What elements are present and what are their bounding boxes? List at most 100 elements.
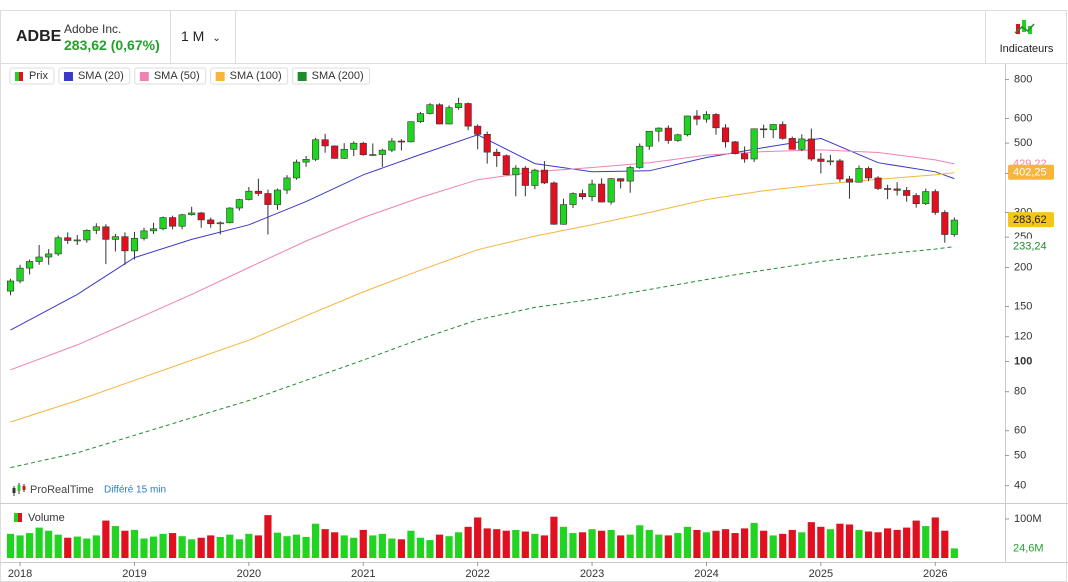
sma-line <box>10 172 955 423</box>
volume-bar <box>683 526 691 558</box>
legend-label: Prix <box>29 70 48 82</box>
candle-body <box>378 149 386 155</box>
volume-bar <box>483 528 491 558</box>
candle-body <box>588 183 596 197</box>
candle-body <box>884 188 892 190</box>
candle-body <box>607 178 615 203</box>
volume-bar <box>559 526 568 558</box>
legend-icon <box>297 72 307 81</box>
indicator-icon[interactable] <box>1014 20 1035 34</box>
y-tick-label: 60 <box>1014 425 1026 437</box>
volume-bar <box>378 533 386 558</box>
volume-bar <box>588 529 596 558</box>
volume-bar <box>35 527 43 558</box>
candle-body <box>664 127 672 141</box>
volume-bar <box>540 535 548 558</box>
volume-legend-label: Volume <box>28 512 65 524</box>
volume-bar <box>779 533 787 558</box>
y-tick-label: 50 <box>1014 449 1026 461</box>
volume-bar <box>607 529 615 558</box>
candle-body <box>845 178 854 183</box>
legend-icon <box>19 72 23 81</box>
volume-bar <box>245 533 253 558</box>
candle-body <box>540 169 548 184</box>
sma-line <box>10 246 955 469</box>
candle-body <box>702 114 711 120</box>
volume-bar <box>121 530 129 558</box>
candle-body <box>521 167 529 186</box>
legend-item: SMA (200) <box>292 67 371 85</box>
volume-legend-icon <box>14 513 18 522</box>
volume-bar <box>16 535 24 558</box>
last-value-label: 233,24 <box>1013 241 1047 253</box>
volume-bar <box>845 524 854 558</box>
candle-body <box>779 124 787 139</box>
x-tick-label: 2025 <box>809 568 833 580</box>
x-tick-label: 2019 <box>122 568 146 580</box>
y-tick-label: 500 <box>1014 137 1032 149</box>
plot <box>6 97 958 469</box>
volume-bar <box>617 535 625 558</box>
candle-body <box>483 133 491 153</box>
volume-bar <box>130 529 139 558</box>
volume-bar <box>864 531 873 558</box>
volume-bar <box>302 536 310 558</box>
candle-body <box>312 139 320 160</box>
candle-body <box>235 199 243 209</box>
volume-bar <box>149 536 158 558</box>
candle-body <box>874 177 882 189</box>
volume-bar <box>435 534 444 558</box>
logo-part <box>12 488 16 493</box>
candle-body <box>435 104 444 125</box>
volume-bar <box>903 527 911 558</box>
volume-bar <box>359 529 367 558</box>
volume-bar <box>455 532 463 558</box>
legend-label: SMA (50) <box>154 70 200 82</box>
volume-bar <box>312 523 320 558</box>
source-note: Différé 15 min <box>104 485 166 496</box>
volume-bar <box>397 539 405 558</box>
candle-body <box>245 190 253 200</box>
volume-bar <box>636 525 644 558</box>
volume-bar <box>626 534 634 558</box>
volume-bar <box>874 532 882 558</box>
candle-body <box>922 191 930 205</box>
candle-body <box>636 145 644 168</box>
candle-body <box>292 161 301 179</box>
volume-bar <box>188 539 196 558</box>
candle-body <box>788 138 796 150</box>
y-tick-label: 80 <box>1014 386 1026 398</box>
volume-bar <box>941 530 949 558</box>
volume-bar <box>64 537 72 558</box>
legend-icon <box>215 72 225 81</box>
candle-body <box>216 222 224 225</box>
candle-body <box>836 160 844 180</box>
candle-body <box>941 212 949 235</box>
company-name: Adobe Inc. <box>64 22 122 36</box>
y-tick-label: 40 <box>1014 480 1026 492</box>
candle-body <box>578 193 587 197</box>
volume-bar <box>769 535 777 558</box>
volume-bar <box>216 536 224 558</box>
candle-body <box>283 177 291 191</box>
y-tick-label: 800 <box>1014 73 1032 85</box>
candle-body <box>474 125 482 135</box>
candle-body <box>350 142 358 150</box>
candle-body <box>130 237 139 252</box>
candle-body <box>455 103 463 108</box>
price-change: 283,62 (0,67%) <box>64 37 160 53</box>
legend-item: Prix <box>9 67 55 85</box>
indicators-button[interactable]: Indicateurs <box>999 43 1054 55</box>
candle-body <box>760 128 768 131</box>
legend-icon <box>139 72 149 81</box>
x-tick-label: 2024 <box>694 568 718 580</box>
volume-bar <box>169 533 177 558</box>
legend-label: SMA (200) <box>312 70 364 82</box>
volume-bar <box>140 538 148 558</box>
volume-bar <box>45 530 53 558</box>
candle-body <box>445 107 453 125</box>
x-tick-label: 2026 <box>923 568 947 580</box>
timeframe-selector[interactable]: 1 M ⌄ <box>181 28 221 44</box>
candle-body <box>73 239 81 242</box>
candle-body <box>188 212 196 216</box>
